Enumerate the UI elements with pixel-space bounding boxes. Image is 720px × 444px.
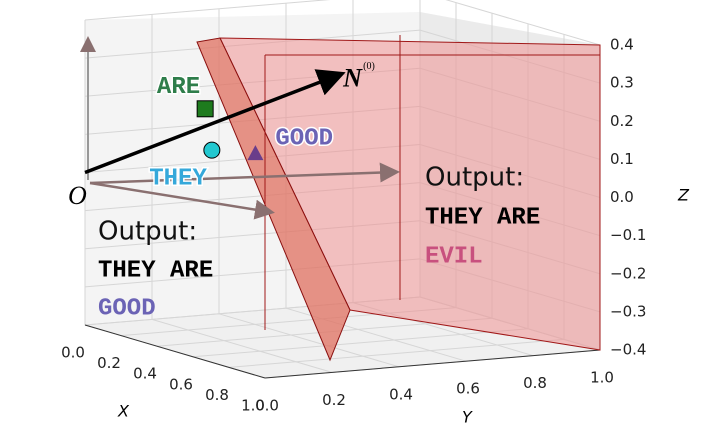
vector-label: N <box>342 64 363 93</box>
point-label: ARE <box>157 74 200 101</box>
x-axis-label: X <box>117 402 130 421</box>
z-tick-label: 0.2 <box>610 112 634 130</box>
z-tick-label: −0.1 <box>610 226 646 244</box>
y-tick-label: 0.2 <box>322 391 346 409</box>
axis-line <box>264 349 601 379</box>
z-tick-label: −0.2 <box>610 264 646 282</box>
projection-arrow <box>89 181 275 220</box>
plane-edge <box>196 37 351 362</box>
y-tick-label: 1.0 <box>590 369 614 387</box>
x-tick-label: 0.6 <box>169 375 193 393</box>
z-axis-label: Z <box>677 186 690 205</box>
x-tick-label: 1.0 <box>241 397 265 415</box>
z-tick-label: 0.0 <box>610 188 634 206</box>
z-tick-label: −0.4 <box>610 341 646 359</box>
z-tick-label: 0.3 <box>610 74 634 92</box>
annotation-words: THEY ARE <box>98 257 213 284</box>
grid-line <box>218 313 400 368</box>
grid-line <box>228 338 565 368</box>
vector-superscript: (0) <box>363 61 375 72</box>
point <box>247 145 264 161</box>
y-tick-label: 0.4 <box>389 385 413 403</box>
annotation-heading: Output: <box>98 217 197 247</box>
x-tick-label: 0.2 <box>97 354 121 372</box>
z-tick-label: 0.4 <box>610 36 634 54</box>
z-tick-label: −0.3 <box>610 302 646 320</box>
point <box>203 141 221 159</box>
x-tick-label: 0.4 <box>133 365 157 383</box>
projection-arrow <box>89 162 400 185</box>
marks: ARE THEY GOOD <box>84 69 346 194</box>
grid-line <box>84 0 331 21</box>
axis-line <box>84 324 266 379</box>
annotation-heading: Output: <box>425 163 524 193</box>
y-axis-label: Y <box>462 408 473 427</box>
z-tick-label: 0.1 <box>610 150 634 168</box>
x-tick-label: 0.0 <box>61 344 85 362</box>
grid-line <box>445 0 601 46</box>
y-tick-label: 0.0 <box>255 397 279 415</box>
vector <box>84 69 346 175</box>
x-tick-label: 0.8 <box>205 386 229 404</box>
y-tick-label: 0.6 <box>456 380 480 398</box>
point-label: THEY <box>149 166 207 193</box>
annotation-words: THEY ARE <box>425 204 540 231</box>
annotation-result: EVIL <box>425 243 483 270</box>
y-tick-label: 0.8 <box>523 374 547 392</box>
point <box>196 100 214 118</box>
grid-line <box>192 328 529 358</box>
annotation-result: GOOD <box>98 295 156 322</box>
origin-label: O <box>68 181 87 210</box>
point-label: GOOD <box>275 125 333 152</box>
ticks: −0.4 −0.3 −0.2 −0.1 0.0 0.1 0.2 0.3 0.4 0.0 0.2 0.4… <box>61 36 646 415</box>
decision-plane <box>196 35 601 362</box>
grid-line <box>151 318 333 373</box>
